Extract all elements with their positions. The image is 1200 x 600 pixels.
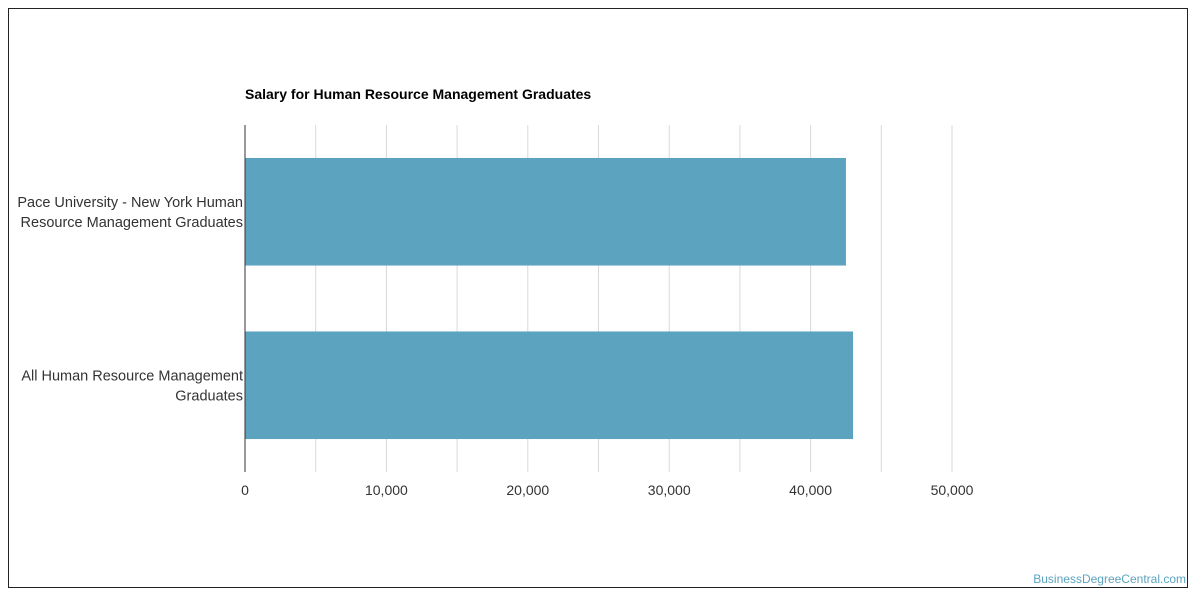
x-tick-label: 40,000 — [789, 482, 832, 498]
category-label-0: Pace University - New York Human Resource… — [17, 195, 243, 231]
x-tick-label: 50,000 — [931, 482, 974, 498]
bar-1 — [245, 331, 854, 440]
source-credit[interactable]: BusinessDegreeCentral.com — [1033, 572, 1186, 586]
x-tick-label: 20,000 — [506, 482, 549, 498]
category-label-1: All Human Resource Management Graduates — [21, 368, 243, 404]
category-label-line: Resource Management Graduates — [21, 215, 243, 231]
category-label-line: Graduates — [175, 388, 243, 404]
category-labels: Pace University - New York Human Resource… — [17, 195, 243, 405]
x-tick-label: 10,000 — [365, 482, 408, 498]
x-tick-label: 30,000 — [648, 482, 691, 498]
x-tick-label: 0 — [241, 482, 249, 498]
category-label-line: All Human Resource Management — [21, 368, 243, 384]
category-label-line: Pace University - New York Human — [17, 195, 243, 211]
chart-title: Salary for Human Resource Management Gra… — [245, 86, 591, 102]
bars — [245, 157, 854, 440]
bar-0 — [245, 157, 846, 266]
x-tick-labels: 0 10,000 20,000 30,000 40,000 50,000 — [241, 482, 974, 498]
